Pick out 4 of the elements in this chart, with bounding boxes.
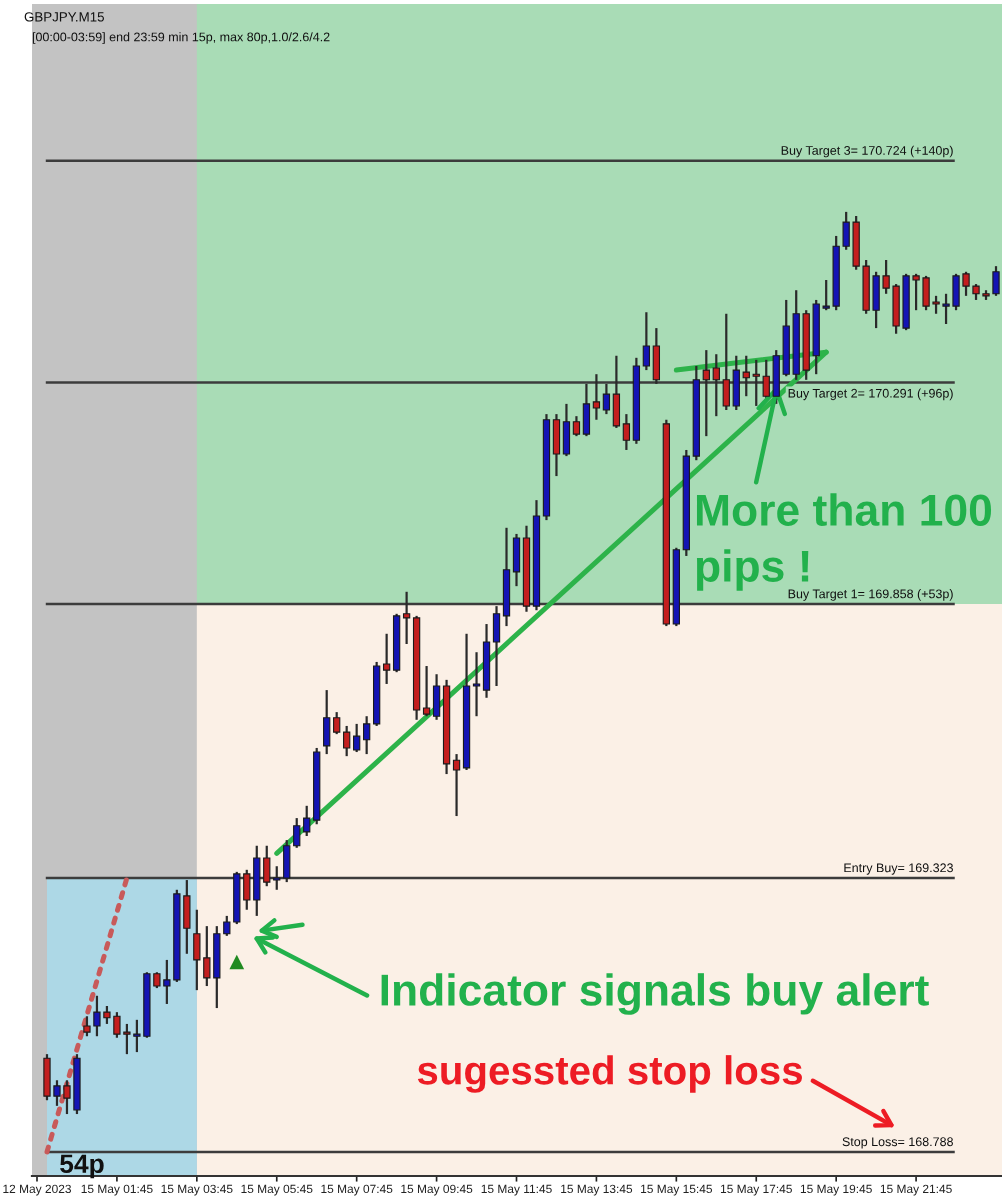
annotation: sugessted stop loss (417, 1055, 802, 1093)
annotation: Indicator signals buy alert (381, 973, 929, 1015)
annotation: 54p (60, 1154, 104, 1179)
annotation: More than 100 pips ! (696, 493, 992, 591)
